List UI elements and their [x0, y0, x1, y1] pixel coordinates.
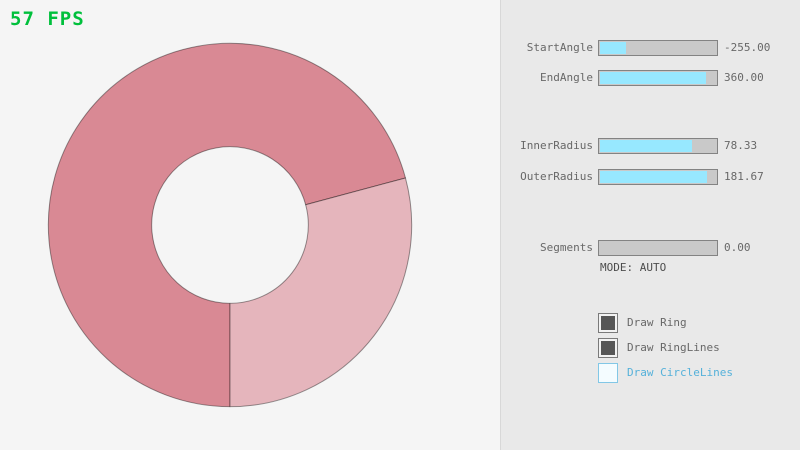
fps-counter: 57 FPS — [10, 8, 85, 30]
slider-fill — [600, 140, 693, 152]
slider-value-start-angle: -255.00 — [724, 41, 771, 54]
slider-label-start-angle: StartAngle — [526, 41, 593, 54]
slider-row-end-angle: EndAngle 360.00 — [500, 70, 800, 86]
slider-fill — [600, 171, 708, 183]
slider-segments[interactable] — [598, 240, 718, 256]
slider-value-outer-radius: 181.67 — [724, 170, 764, 183]
checkbox-check-mark — [601, 316, 615, 330]
slider-row-inner-radius: InnerRadius 78.33 — [500, 138, 800, 154]
ring-sector-overlap — [47, 42, 407, 408]
checkbox-draw-circlelines[interactable] — [598, 363, 618, 383]
slider-value-segments: 0.00 — [724, 241, 751, 254]
slider-fill — [600, 72, 707, 84]
slider-row-segments: Segments 0.00 — [500, 240, 800, 256]
slider-fill — [600, 42, 626, 54]
checkbox-label-draw-ring: Draw Ring — [627, 316, 687, 329]
slider-outer-radius[interactable] — [598, 169, 718, 185]
slider-label-inner-radius: InnerRadius — [520, 139, 593, 152]
checkbox-check-mark — [601, 341, 615, 355]
slider-label-end-angle: EndAngle — [540, 71, 593, 84]
slider-value-inner-radius: 78.33 — [724, 139, 758, 152]
segments-mode-label: MODE: AUTO — [600, 261, 667, 274]
checkbox-draw-ring[interactable] — [598, 313, 618, 333]
ring-sector-single — [229, 177, 413, 408]
slider-row-outer-radius: OuterRadius 181.67 — [500, 169, 800, 185]
slider-row-start-angle: StartAngle -255.00 — [500, 40, 800, 56]
slider-label-outer-radius: OuterRadius — [520, 170, 593, 183]
checkbox-draw-ringlines[interactable] — [598, 338, 618, 358]
checkbox-label-draw-ringlines: Draw RingLines — [627, 341, 720, 354]
checkbox-label-draw-circlelines: Draw CircleLines — [627, 366, 733, 379]
ring-canvas — [47, 42, 413, 408]
slider-end-angle[interactable] — [598, 70, 718, 86]
slider-start-angle[interactable] — [598, 40, 718, 56]
slider-inner-radius[interactable] — [598, 138, 718, 154]
slider-label-segments: Segments — [540, 241, 593, 254]
slider-value-end-angle: 360.00 — [724, 71, 764, 84]
